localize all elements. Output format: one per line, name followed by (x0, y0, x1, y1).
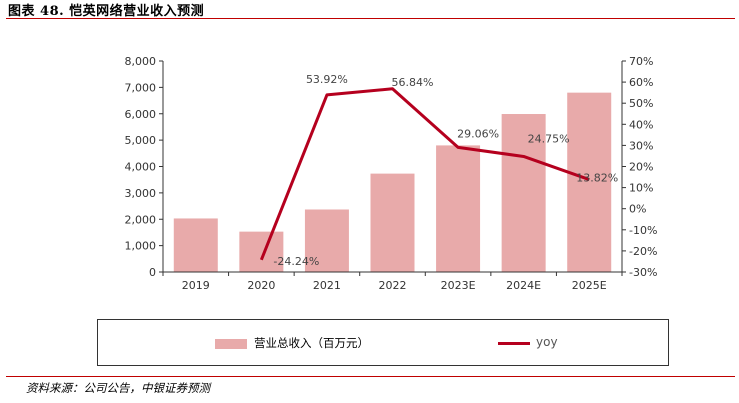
y-right-tick-label: 20% (629, 161, 653, 174)
legend: 营业总收入（百万元） yoy (97, 319, 669, 366)
y-right-tick-label: 70% (629, 55, 653, 68)
yoy-data-label: 13.82% (576, 172, 618, 185)
bar-2020 (239, 231, 284, 272)
y-right-tick-label: 50% (629, 97, 653, 110)
x-tick-label: 2019 (182, 279, 210, 292)
y-left-tick-label: 1,000 (125, 240, 157, 253)
y-left-tick-label: 2,000 (125, 213, 157, 226)
x-tick-label: 2021 (313, 279, 341, 292)
y-right-tick-label: 40% (629, 118, 653, 131)
y-left-tick-label: 3,000 (125, 187, 157, 200)
y-left-tick-label: 4,000 (125, 161, 157, 174)
y-left-tick-label: 8,000 (125, 55, 157, 68)
bar-2019 (173, 218, 218, 272)
bar-2021 (304, 209, 349, 272)
bar-2022 (370, 173, 415, 272)
y-right-tick-label: 10% (629, 182, 653, 195)
revenue-yoy-chart: 0 1,000 2,000 3,000 4,000 5,000 6,000 7,000 8,00… (125, 55, 658, 292)
x-tick-label: 2020 (247, 279, 275, 292)
title-rule (6, 18, 735, 19)
bar-2023E (436, 145, 481, 272)
x-tick-label: 2023E (441, 279, 476, 292)
source-rule (6, 376, 735, 377)
x-tick-label: 2025E (572, 279, 607, 292)
y-right-tick-label: 30% (629, 139, 653, 152)
y-left-tick-label: 7,000 (125, 81, 157, 94)
y-left-tick-label: 6,000 (125, 108, 157, 121)
y-right-tick-label: 0% (629, 203, 646, 216)
yoy-data-label: 24.75% (528, 132, 570, 145)
y-right-tick-label: -10% (629, 224, 657, 237)
y-right-tick-label: 60% (629, 76, 653, 89)
legend-label-yoy: yoy (536, 335, 558, 349)
y-right-tick-label: -20% (629, 245, 657, 258)
yoy-data-label: 56.84% (392, 76, 434, 89)
x-tick-label: 2024E (506, 279, 541, 292)
y-left-tick-label: 0 (149, 266, 156, 279)
legend-swatch-yoy (498, 342, 530, 345)
bar-2025E (567, 92, 612, 273)
legend-label-revenue: 营业总收入（百万元） (254, 336, 369, 350)
yoy-line (259, 87, 590, 261)
yoy-data-label: 29.06% (457, 127, 499, 140)
source-note: 资料来源：公司公告，中银证券预测 (26, 381, 210, 395)
y-left-tick-label: 5,000 (125, 134, 157, 147)
bar-2024E (501, 114, 546, 272)
yoy-data-label: 53.92% (306, 73, 348, 86)
figure-title: 图表 48. 恺英网络营业收入预测 (8, 4, 205, 19)
legend-swatch-revenue (215, 339, 247, 349)
yoy-data-label: -24.24% (273, 255, 319, 268)
y-right-tick-label: -30% (629, 266, 657, 279)
x-tick-label: 2022 (379, 279, 407, 292)
